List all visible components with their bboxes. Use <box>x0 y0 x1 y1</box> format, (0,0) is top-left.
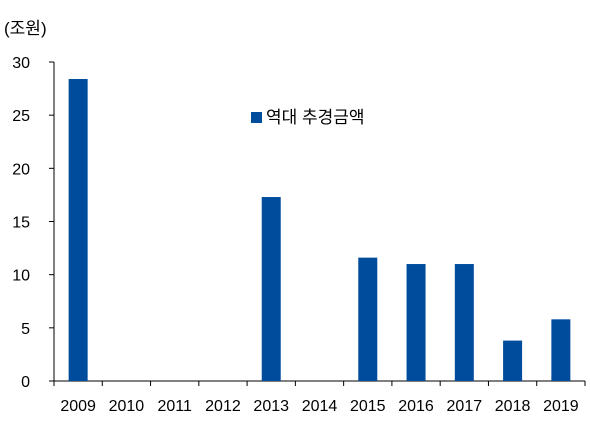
y-tick-label: 10 <box>12 268 30 285</box>
y-tick-label: 0 <box>21 374 30 391</box>
bar-2015 <box>358 257 378 381</box>
x-tick-label: 2018 <box>495 398 531 415</box>
x-tick-label: 2017 <box>447 398 483 415</box>
legend: 역대 추경금액 <box>251 108 365 127</box>
y-tick-label: 5 <box>21 321 30 338</box>
bar-2019 <box>551 319 571 381</box>
x-tick-label: 2013 <box>253 398 289 415</box>
y-tick-label: 25 <box>12 108 30 125</box>
x-tick-label: 2019 <box>543 398 579 415</box>
bar-2017 <box>454 264 474 381</box>
x-tick-label: 2011 <box>157 398 192 415</box>
y-tick-label: 30 <box>12 55 30 72</box>
y-tick-label: 15 <box>12 215 30 232</box>
y-axis-ticks: 0 5 10 15 20 25 30 <box>12 55 54 391</box>
bar-2016 <box>406 264 426 381</box>
legend-swatch <box>251 112 262 123</box>
x-axis: 2009 2010 2011 2012 2013 2014 2015 2016 2017 2018… <box>53 380 586 415</box>
bar-2009 <box>68 79 88 381</box>
y-tick-label: 20 <box>12 161 30 178</box>
y-axis-unit-label: (조원) <box>4 19 47 38</box>
bar-2018 <box>503 340 523 381</box>
x-axis-ticks: 2009 2010 2011 2012 2013 2014 2015 2016 2017 2018… <box>53 381 586 415</box>
x-tick-label: 2009 <box>60 398 96 415</box>
x-tick-label: 2014 <box>302 398 338 415</box>
bar-2013 <box>261 197 281 381</box>
x-tick-label: 2010 <box>109 398 145 415</box>
x-tick-label: 2016 <box>398 398 434 415</box>
bar-series <box>68 79 571 381</box>
legend-label: 역대 추경금액 <box>266 108 365 127</box>
x-tick-label: 2012 <box>205 398 241 415</box>
x-tick-label: 2015 <box>350 398 386 415</box>
y-axis: 0 5 10 15 20 25 30 <box>12 55 55 391</box>
